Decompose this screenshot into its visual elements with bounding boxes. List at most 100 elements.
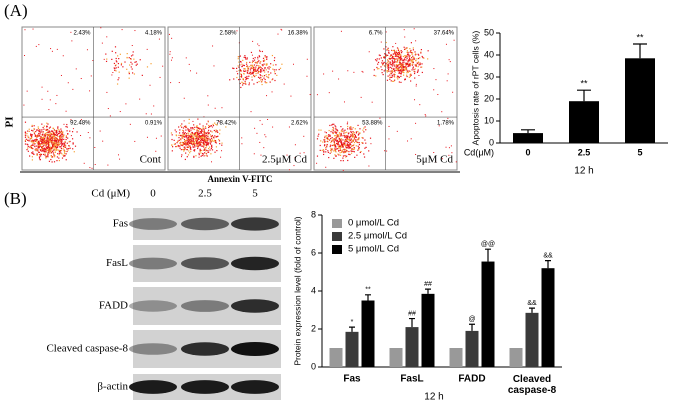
flow-dot bbox=[183, 134, 186, 136]
flow-dot bbox=[396, 55, 398, 58]
flow-dot bbox=[109, 115, 111, 117]
flow-dot bbox=[181, 126, 183, 128]
flow-dot bbox=[188, 134, 191, 137]
flow-dot bbox=[332, 70, 334, 72]
flow-dot bbox=[347, 144, 350, 146]
flow-dot bbox=[24, 136, 27, 138]
flow-dot bbox=[335, 137, 337, 139]
flow-dot bbox=[401, 70, 403, 72]
flow-dot bbox=[211, 149, 214, 151]
flow-dot bbox=[28, 140, 30, 142]
flow-dot bbox=[408, 76, 410, 78]
flow-dot bbox=[325, 151, 327, 153]
flow-dot bbox=[255, 74, 257, 76]
flow-dot bbox=[212, 45, 214, 47]
flow-dot bbox=[379, 54, 381, 57]
flow-dot bbox=[274, 71, 276, 73]
flow-dot bbox=[408, 56, 410, 58]
flow-dot bbox=[64, 141, 66, 143]
flow-dot bbox=[55, 132, 58, 134]
flow-dot bbox=[158, 38, 160, 40]
flow-dot bbox=[119, 111, 121, 113]
flow-dot bbox=[247, 68, 249, 70]
flow-dot bbox=[89, 167, 91, 169]
flow-dot bbox=[342, 146, 344, 148]
flow-dot bbox=[433, 152, 435, 154]
flow-dot bbox=[36, 140, 38, 142]
flow-dot bbox=[378, 68, 380, 70]
flow-dot bbox=[31, 159, 33, 161]
flow-dot bbox=[405, 68, 407, 70]
flow-dot bbox=[450, 145, 452, 147]
flow-dot bbox=[394, 65, 396, 67]
flow-dot bbox=[32, 130, 34, 132]
flow-dot bbox=[188, 140, 190, 142]
flow-dot bbox=[47, 138, 49, 140]
significance: && bbox=[527, 300, 537, 307]
flow-dot bbox=[32, 139, 34, 141]
flow-dot bbox=[345, 146, 347, 149]
flow-dot bbox=[49, 140, 52, 142]
flow-dot bbox=[389, 62, 391, 64]
x-tick-label: 0 bbox=[525, 147, 530, 157]
flow-dot bbox=[50, 155, 52, 157]
flow-dot bbox=[360, 96, 362, 98]
flow-dot bbox=[32, 144, 34, 147]
flow-dot bbox=[257, 76, 260, 78]
flow-dot bbox=[251, 61, 254, 64]
flow-dot bbox=[405, 59, 407, 61]
flow-dot bbox=[445, 43, 447, 45]
flow-dot bbox=[53, 135, 55, 137]
flow-dot bbox=[215, 131, 217, 133]
flow-dot bbox=[38, 130, 40, 132]
flow-dot bbox=[205, 135, 208, 137]
flow-dot bbox=[402, 71, 404, 73]
flow-dot bbox=[252, 60, 254, 62]
flow-dot bbox=[89, 137, 91, 139]
flow-dot bbox=[336, 139, 339, 142]
flow-dot bbox=[218, 140, 221, 142]
flow-dot bbox=[57, 126, 59, 128]
flow-dot bbox=[316, 155, 319, 157]
flow-dot bbox=[92, 59, 94, 61]
flow-dot bbox=[57, 144, 59, 146]
flow-dot bbox=[213, 65, 215, 67]
flow-dot bbox=[348, 146, 351, 148]
flow-dot bbox=[114, 65, 117, 67]
flow-dot bbox=[243, 56, 245, 58]
flow-dot bbox=[404, 56, 406, 59]
flow-dot bbox=[335, 140, 338, 142]
bar bbox=[361, 300, 375, 367]
flow-dot bbox=[46, 128, 48, 131]
flow-dot bbox=[441, 158, 443, 160]
flow-dot bbox=[202, 144, 205, 146]
flow-dot bbox=[52, 144, 54, 146]
flow-dot bbox=[337, 140, 339, 142]
flow-dot bbox=[338, 145, 341, 147]
flow-dot bbox=[249, 61, 251, 63]
flow-dot bbox=[134, 140, 136, 142]
flow-dot bbox=[72, 88, 74, 90]
flow-dot bbox=[54, 143, 56, 145]
flow-dot bbox=[50, 149, 52, 151]
flow-dot bbox=[345, 140, 347, 142]
flow-dot bbox=[24, 140, 27, 142]
flow-dot bbox=[55, 144, 57, 146]
flow-dot bbox=[447, 117, 449, 119]
flow-dot bbox=[265, 74, 267, 76]
flow-dot bbox=[349, 135, 351, 138]
flow-dot bbox=[245, 63, 248, 65]
flow-dot bbox=[38, 146, 40, 148]
flow-dot bbox=[207, 95, 209, 97]
flow-dot bbox=[58, 141, 60, 143]
flow-dot bbox=[400, 58, 402, 60]
flow-dot bbox=[209, 134, 211, 136]
flow-dot bbox=[117, 55, 119, 57]
flow-dot bbox=[47, 156, 49, 158]
flow-dot bbox=[195, 139, 197, 141]
flow-dot bbox=[41, 86, 43, 88]
flow-dot bbox=[42, 153, 45, 156]
flow-dot bbox=[394, 58, 397, 60]
flow-dot bbox=[344, 142, 346, 144]
flow-dot bbox=[221, 144, 223, 146]
